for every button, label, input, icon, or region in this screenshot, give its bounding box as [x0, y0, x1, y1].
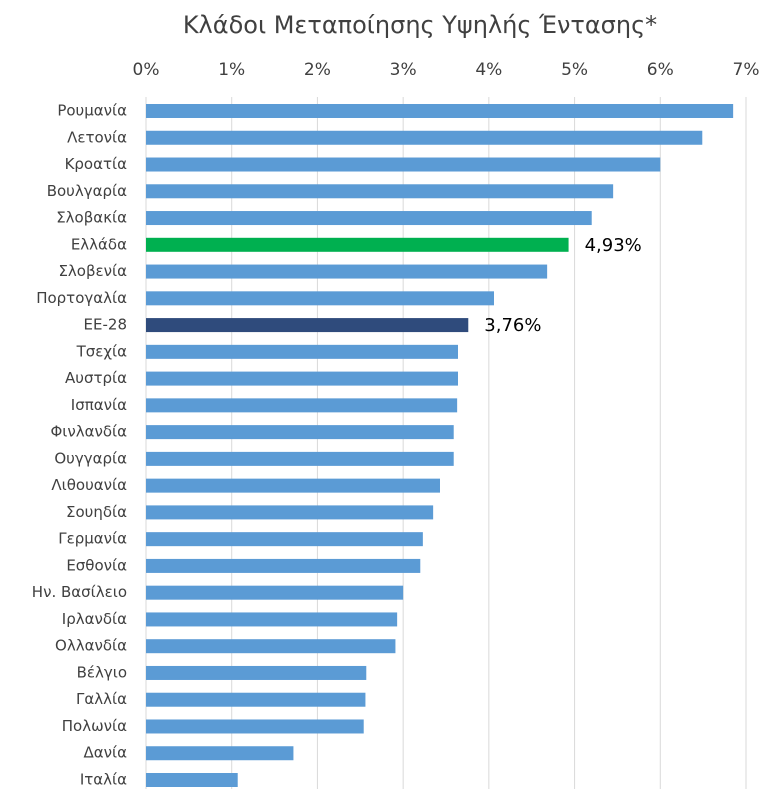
bar	[146, 719, 364, 734]
bar	[146, 773, 238, 787]
y-tick-label: Ισπανία	[71, 396, 127, 414]
bar	[146, 130, 703, 145]
y-tick-label: Δανία	[84, 744, 128, 762]
bar	[146, 157, 661, 172]
data-label: 3,76%	[484, 315, 541, 336]
bar	[146, 184, 614, 199]
y-tick-label: Κροατία	[65, 155, 128, 173]
y-tick-label: Αυστρία	[65, 369, 127, 387]
bar	[146, 505, 434, 520]
x-tick-label: 5%	[561, 60, 588, 80]
y-tick-label: Βέλγιο	[77, 663, 127, 681]
y-tick-label: Σουηδία	[66, 503, 127, 521]
bar	[146, 398, 458, 413]
bar	[146, 558, 421, 573]
y-tick-label: Βουλγαρία	[47, 182, 127, 200]
x-tick-label: 6%	[647, 60, 674, 80]
chart-title: Κλάδοι Μεταποίησης Υψηλής Έντασης*	[183, 11, 657, 39]
y-tick-label: Ιρλανδία	[62, 610, 127, 628]
y-tick-label: Ολλανδία	[55, 637, 127, 655]
bar	[146, 237, 569, 252]
y-tick-label: Τσεχία	[76, 342, 128, 360]
bar	[146, 639, 396, 654]
bar	[146, 104, 734, 118]
y-tick-label: Γερμανία	[58, 530, 127, 548]
bar	[146, 425, 454, 440]
y-tick-label: Ην. Βασίλειο	[32, 583, 127, 601]
bar	[146, 371, 458, 386]
bar	[146, 211, 592, 226]
y-tick-label: Ελλάδα	[71, 235, 127, 253]
x-tick-label: 1%	[218, 60, 245, 80]
x-tick-label: 4%	[475, 60, 502, 80]
y-tick-label: Ρουμανία	[57, 102, 127, 120]
y-tick-label: Ουγγαρία	[54, 449, 127, 467]
y-tick-label: Εσθονία	[66, 556, 127, 574]
bar	[146, 478, 440, 493]
x-tick-label: 3%	[390, 60, 417, 80]
x-tick-label: 2%	[304, 60, 331, 80]
bar	[146, 746, 294, 761]
data-label: 4,93%	[585, 235, 642, 256]
bar	[146, 318, 469, 333]
y-tick-label: Λιθουανία	[51, 476, 127, 494]
x-tick-label: 0%	[133, 60, 160, 80]
bar	[146, 291, 494, 306]
y-tick-label: Γαλλία	[76, 690, 127, 708]
y-tick-label: ΕΕ-28	[84, 316, 127, 334]
y-tick-label: Φινλανδία	[50, 423, 127, 441]
bar	[146, 612, 398, 627]
y-tick-label: Πολωνία	[62, 717, 127, 735]
y-tick-label: Πορτογαλία	[36, 289, 127, 307]
bar	[146, 451, 454, 466]
y-tick-label: Σλοβενία	[58, 262, 127, 280]
y-tick-label: Σλοβακία	[56, 209, 127, 227]
bar	[146, 665, 367, 680]
y-tick-label: Ιταλία	[80, 771, 127, 789]
bar	[146, 532, 423, 547]
bar	[146, 264, 548, 279]
bar	[146, 344, 458, 359]
bar	[146, 692, 366, 707]
y-tick-label: Λετονία	[67, 128, 127, 146]
x-tick-label: 7%	[733, 60, 760, 80]
bar	[146, 585, 404, 600]
